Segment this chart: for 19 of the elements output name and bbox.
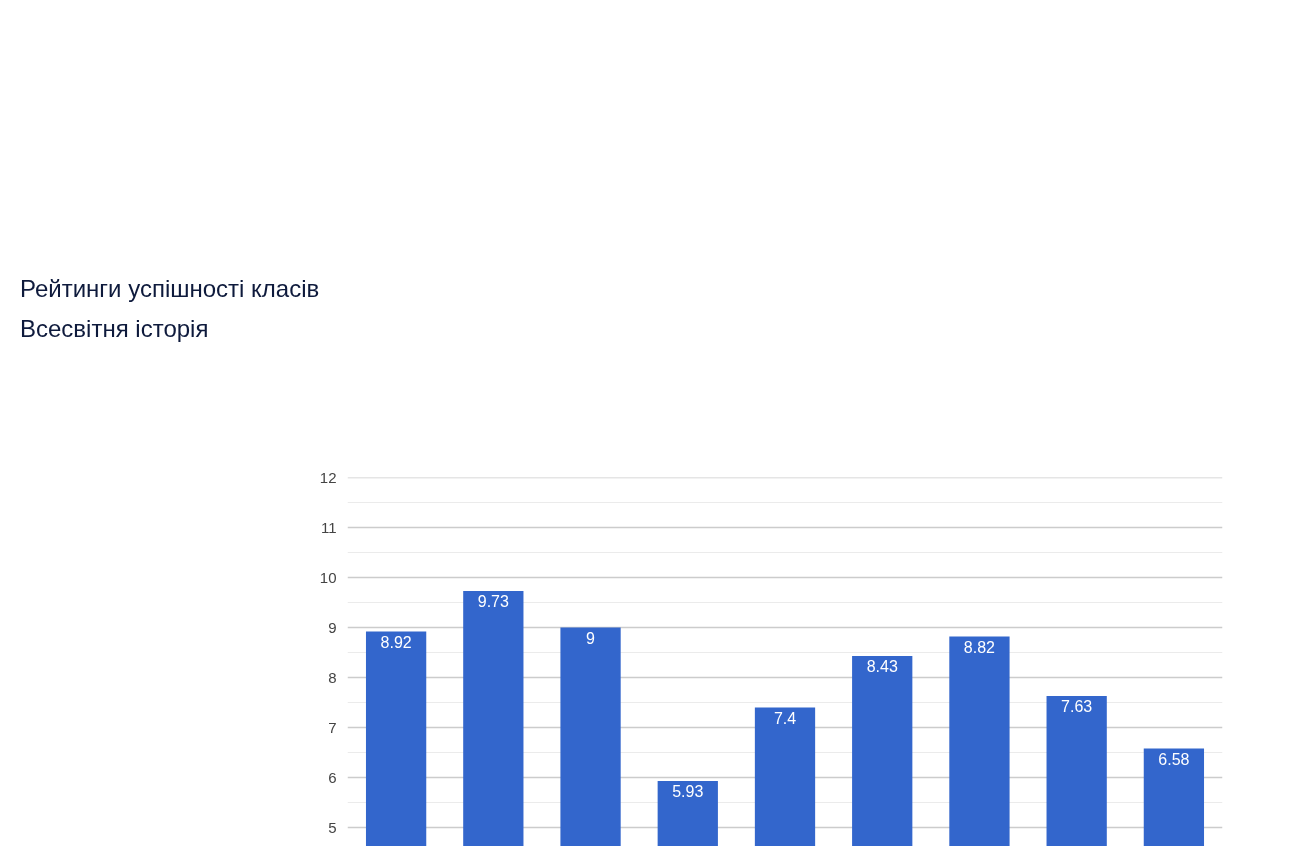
data-label: 8.82 <box>963 638 996 656</box>
y-tick-label: 12 <box>319 468 337 486</box>
data-label: 9.73 <box>477 592 510 610</box>
y-tick-label: 8 <box>328 668 337 686</box>
data-label: 6.58 <box>1158 750 1190 768</box>
data-label: 7.63 <box>1061 697 1093 715</box>
data-label: 5.93 <box>672 782 704 800</box>
text: Всесвітня історія <box>20 314 209 345</box>
data-label: 8.92 <box>380 633 412 651</box>
y-tick-label: 5 <box>328 818 337 836</box>
y-tick-label: 10 <box>319 568 337 586</box>
y-tick-label: 9 <box>328 618 337 636</box>
data-label: 8.43 <box>866 657 898 675</box>
y-tick-label: 6 <box>328 768 337 786</box>
data-label: 7.4 <box>773 709 797 727</box>
chart-title: Рейтинги успішності класів <box>20 274 320 304</box>
y-tick-label: 11 <box>320 518 337 536</box>
y-tick-label: 7 <box>328 718 337 736</box>
data-label: 9 <box>586 629 596 647</box>
